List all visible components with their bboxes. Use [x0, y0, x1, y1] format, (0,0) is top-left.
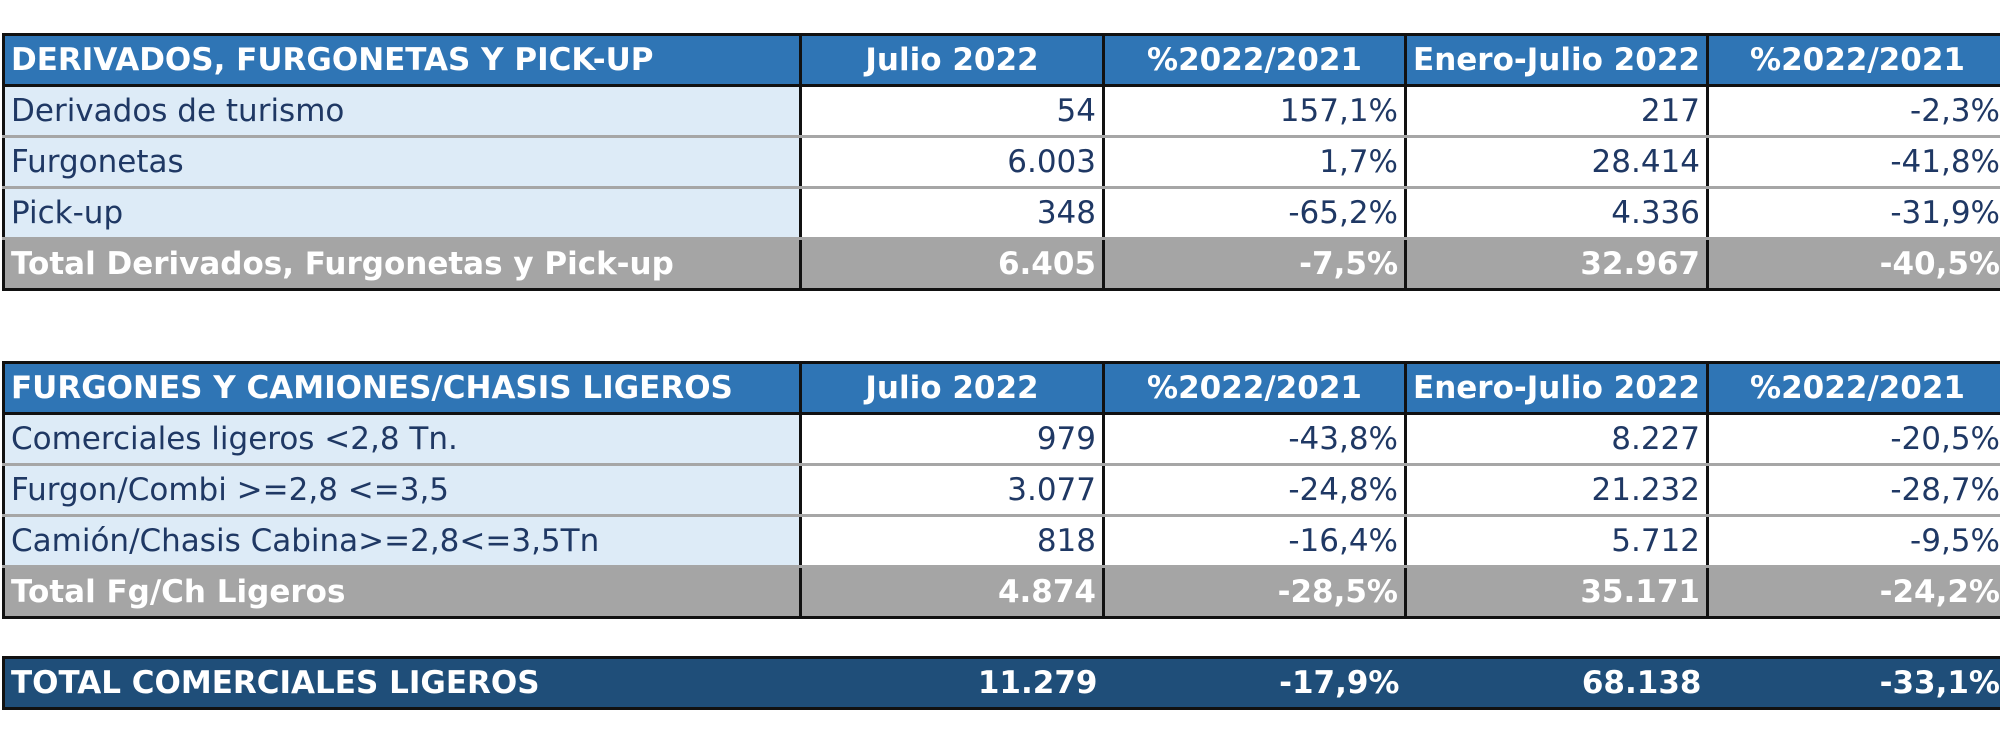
cell-ytd-pct: -20,5% — [1706, 413, 2000, 466]
cell-month: 979 — [799, 413, 1105, 466]
cell-ytd-pct: -31,9% — [1706, 187, 2000, 240]
grand-total-ytd: 68.138 — [1405, 656, 1708, 710]
cell-ytd-pct: -2,3% — [1706, 85, 2000, 138]
cell-month-pct: -43,8% — [1102, 413, 1407, 466]
furgones-table: FURGONES Y CAMIONES/CHASIS LIGEROS Julio… — [2, 361, 2000, 619]
cell-ytd: 4.336 — [1404, 187, 1709, 240]
cell-month: 6.003 — [799, 136, 1105, 189]
cell-month: 3.077 — [799, 464, 1105, 517]
cell-month: 54 — [799, 85, 1105, 138]
row-label: Derivados de turismo — [2, 85, 802, 138]
row-label: Pick-up — [2, 187, 802, 240]
cell-month: 348 — [799, 187, 1105, 240]
cell-month-pct: -16,4% — [1102, 515, 1407, 568]
header-ytd: Enero-Julio 2022 — [1404, 33, 1709, 87]
table-row: Comerciales ligeros <2,8 Tn. 979 -43,8% … — [2, 413, 2000, 466]
row-label: Comerciales ligeros <2,8 Tn. — [2, 413, 802, 466]
total-month-pct: -7,5% — [1102, 237, 1407, 291]
grand-total-month: 11.279 — [800, 656, 1104, 710]
cell-month: 818 — [799, 515, 1105, 568]
cell-month-pct: -65,2% — [1102, 187, 1407, 240]
header-month: Julio 2022 — [799, 361, 1105, 415]
total-month: 6.405 — [799, 237, 1105, 291]
grand-total-month-pct: -17,9% — [1103, 656, 1406, 710]
table-row: Pick-up 348 -65,2% 4.336 -31,9% — [2, 187, 2000, 240]
cell-ytd: 8.227 — [1404, 413, 1709, 466]
cell-month-pct: -24,8% — [1102, 464, 1407, 517]
grand-total-table: TOTAL COMERCIALES LIGEROS 11.279 -17,9% … — [2, 656, 2000, 710]
table-row: Camión/Chasis Cabina>=2,8<=3,5Tn 818 -16… — [2, 515, 2000, 568]
cell-ytd-pct: -9,5% — [1706, 515, 2000, 568]
cell-ytd-pct: -28,7% — [1706, 464, 2000, 517]
header-month: Julio 2022 — [799, 33, 1105, 87]
header-month-pct: %2022/2021 — [1102, 361, 1407, 415]
cell-ytd-pct: -41,8% — [1706, 136, 2000, 189]
row-label: Furgonetas — [2, 136, 802, 189]
table-row: Derivados de turismo 54 157,1% 217 -2,3% — [2, 85, 2000, 138]
total-ytd-pct: -40,5% — [1706, 237, 2000, 291]
grand-total-row: TOTAL COMERCIALES LIGEROS 11.279 -17,9% … — [2, 656, 2000, 710]
cell-ytd: 21.232 — [1404, 464, 1709, 517]
header-ytd-pct: %2022/2021 — [1706, 361, 2000, 415]
grand-total-label: TOTAL COMERCIALES LIGEROS — [2, 656, 801, 710]
row-label: Furgon/Combi >=2,8 <=3,5 — [2, 464, 802, 517]
cell-month-pct: 157,1% — [1102, 85, 1407, 138]
grand-total-ytd-pct: -33,1% — [1707, 656, 2000, 710]
total-label: Total Derivados, Furgonetas y Pick-up — [2, 237, 802, 291]
total-ytd: 35.171 — [1404, 565, 1709, 619]
cell-ytd: 217 — [1404, 85, 1709, 138]
total-ytd: 32.967 — [1404, 237, 1709, 291]
total-month-pct: -28,5% — [1102, 565, 1407, 619]
table-header-row: FURGONES Y CAMIONES/CHASIS LIGEROS Julio… — [2, 361, 2000, 415]
header-ytd-pct: %2022/2021 — [1706, 33, 2000, 87]
derivados-table: DERIVADOS, FURGONETAS Y PICK-UP Julio 20… — [2, 33, 2000, 291]
cell-month-pct: 1,7% — [1102, 136, 1407, 189]
row-label: Camión/Chasis Cabina>=2,8<=3,5Tn — [2, 515, 802, 568]
table-row: Furgon/Combi >=2,8 <=3,5 3.077 -24,8% 21… — [2, 464, 2000, 517]
total-row: Total Derivados, Furgonetas y Pick-up 6.… — [2, 237, 2000, 291]
header-category: FURGONES Y CAMIONES/CHASIS LIGEROS — [2, 361, 802, 415]
table-header-row: DERIVADOS, FURGONETAS Y PICK-UP Julio 20… — [2, 33, 2000, 87]
total-label: Total Fg/Ch Ligeros — [2, 565, 802, 619]
header-category: DERIVADOS, FURGONETAS Y PICK-UP — [2, 33, 802, 87]
table-row: Furgonetas 6.003 1,7% 28.414 -41,8% — [2, 136, 2000, 189]
total-ytd-pct: -24,2% — [1706, 565, 2000, 619]
cell-ytd: 5.712 — [1404, 515, 1709, 568]
total-row: Total Fg/Ch Ligeros 4.874 -28,5% 35.171 … — [2, 565, 2000, 619]
header-month-pct: %2022/2021 — [1102, 33, 1407, 87]
total-month: 4.874 — [799, 565, 1105, 619]
cell-ytd: 28.414 — [1404, 136, 1709, 189]
header-ytd: Enero-Julio 2022 — [1404, 361, 1709, 415]
